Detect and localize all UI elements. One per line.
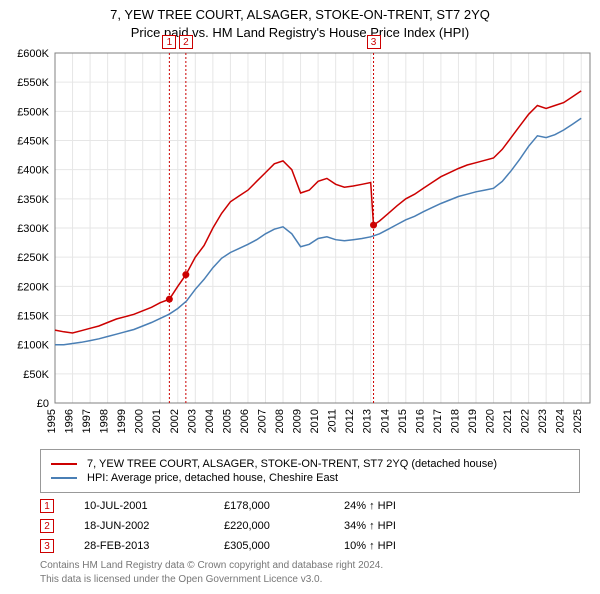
y-tick-label: £50K — [23, 369, 49, 381]
sale-row-pct: 24% ↑ HPI — [344, 500, 454, 512]
y-tick-label: £100K — [17, 340, 49, 352]
sale-point — [166, 296, 173, 303]
x-tick-label: 2015 — [397, 409, 409, 433]
sale-row-pct: 10% ↑ HPI — [344, 540, 454, 552]
x-tick-label: 2012 — [344, 409, 356, 433]
legend-swatch — [51, 477, 77, 479]
x-tick-label: 2000 — [134, 409, 146, 433]
y-tick-label: £250K — [17, 252, 49, 264]
x-tick-label: 1997 — [81, 409, 93, 433]
y-tick-label: £300K — [17, 223, 49, 235]
x-tick-label: 2024 — [555, 409, 567, 433]
x-tick-label: 2010 — [309, 409, 321, 433]
sale-marker-box: 3 — [367, 35, 381, 49]
y-tick-label: £150K — [17, 311, 49, 323]
x-tick-label: 2009 — [292, 409, 304, 433]
legend-label: 7, YEW TREE COURT, ALSAGER, STOKE-ON-TRE… — [87, 458, 497, 470]
title-line-2: Price paid vs. HM Land Registry's House … — [4, 24, 596, 42]
x-tick-label: 1999 — [116, 409, 128, 433]
legend-row: HPI: Average price, detached house, Ches… — [51, 472, 569, 484]
x-tick-label: 1995 — [46, 409, 58, 433]
x-tick-label: 2004 — [204, 409, 216, 433]
footer-line-2: This data is licensed under the Open Gov… — [40, 573, 580, 587]
chart-area: £0 £50K £100K £150K £200K £250K £300K £350K £400… — [0, 43, 600, 443]
footer-line-1: Contains HM Land Registry data © Crown c… — [40, 559, 580, 573]
sale-row: 2 18-JUN-2002 £220,000 34% ↑ HPI — [40, 519, 580, 533]
sale-row-marker: 1 — [40, 499, 54, 513]
x-tick-label: 2014 — [379, 409, 391, 433]
sale-row-marker: 2 — [40, 519, 54, 533]
legend-label: HPI: Average price, detached house, Ches… — [87, 472, 338, 484]
x-tick-label: 2013 — [362, 409, 374, 433]
sale-marker-box: 2 — [179, 35, 193, 49]
x-tick-label: 2020 — [485, 409, 497, 433]
y-tick-label: £500K — [17, 106, 49, 118]
x-tick-label: 2011 — [327, 409, 339, 433]
sale-row: 3 28-FEB-2013 £305,000 10% ↑ HPI — [40, 539, 580, 553]
x-tick-label: 2006 — [239, 409, 251, 433]
legend-row: 7, YEW TREE COURT, ALSAGER, STOKE-ON-TRE… — [51, 458, 569, 470]
x-tick-label: 2003 — [186, 409, 198, 433]
x-tick-label: 2019 — [467, 409, 479, 433]
legend-box: 7, YEW TREE COURT, ALSAGER, STOKE-ON-TRE… — [40, 449, 580, 493]
title-line-1: 7, YEW TREE COURT, ALSAGER, STOKE-ON-TRE… — [4, 6, 596, 24]
sale-row: 1 10-JUL-2001 £178,000 24% ↑ HPI — [40, 499, 580, 513]
sales-table: 1 10-JUL-2001 £178,000 24% ↑ HPI 2 18-JUN-200… — [40, 499, 580, 553]
x-tick-label: 2023 — [537, 409, 549, 433]
x-tick-label: 2007 — [256, 409, 268, 433]
x-tick-label: 2001 — [151, 409, 163, 433]
y-tick-label: £450K — [17, 136, 49, 148]
x-tick-label: 2017 — [432, 409, 444, 433]
sale-point — [370, 222, 377, 229]
x-tick-label: 2018 — [449, 409, 461, 433]
y-tick-label: £350K — [17, 194, 49, 206]
sale-row-pct: 34% ↑ HPI — [344, 520, 454, 532]
y-tick-label: £200K — [17, 281, 49, 293]
x-tick-label: 2022 — [520, 409, 532, 433]
sale-row-price: £178,000 — [224, 500, 314, 512]
chart-titles: 7, YEW TREE COURT, ALSAGER, STOKE-ON-TRE… — [0, 0, 600, 43]
sale-marker-box: 1 — [162, 35, 176, 49]
sale-row-date: 18-JUN-2002 — [84, 520, 194, 532]
x-tick-label: 2002 — [169, 409, 181, 433]
x-tick-label: 2021 — [502, 409, 514, 433]
y-tick-label: £550K — [17, 77, 49, 89]
sale-point — [182, 271, 189, 278]
sale-row-marker: 3 — [40, 539, 54, 553]
sale-row-price: £305,000 — [224, 540, 314, 552]
footer-attribution: Contains HM Land Registry data © Crown c… — [40, 559, 580, 586]
line-chart-svg: £0 £50K £100K £150K £200K £250K £300K £350K £400… — [0, 43, 600, 443]
x-tick-label: 2025 — [572, 409, 584, 433]
y-tick-label: £400K — [17, 165, 49, 177]
y-tick-label: £0 — [37, 398, 49, 410]
y-tick-label: £600K — [17, 48, 49, 60]
x-tick-label: 2008 — [274, 409, 286, 433]
x-tick-label: 1998 — [99, 409, 111, 433]
x-tick-label: 1996 — [64, 409, 76, 433]
sale-row-date: 10-JUL-2001 — [84, 500, 194, 512]
sale-row-date: 28-FEB-2013 — [84, 540, 194, 552]
x-tick-label: 2005 — [221, 409, 233, 433]
legend-swatch — [51, 463, 77, 465]
x-tick-label: 2016 — [414, 409, 426, 433]
sale-row-price: £220,000 — [224, 520, 314, 532]
